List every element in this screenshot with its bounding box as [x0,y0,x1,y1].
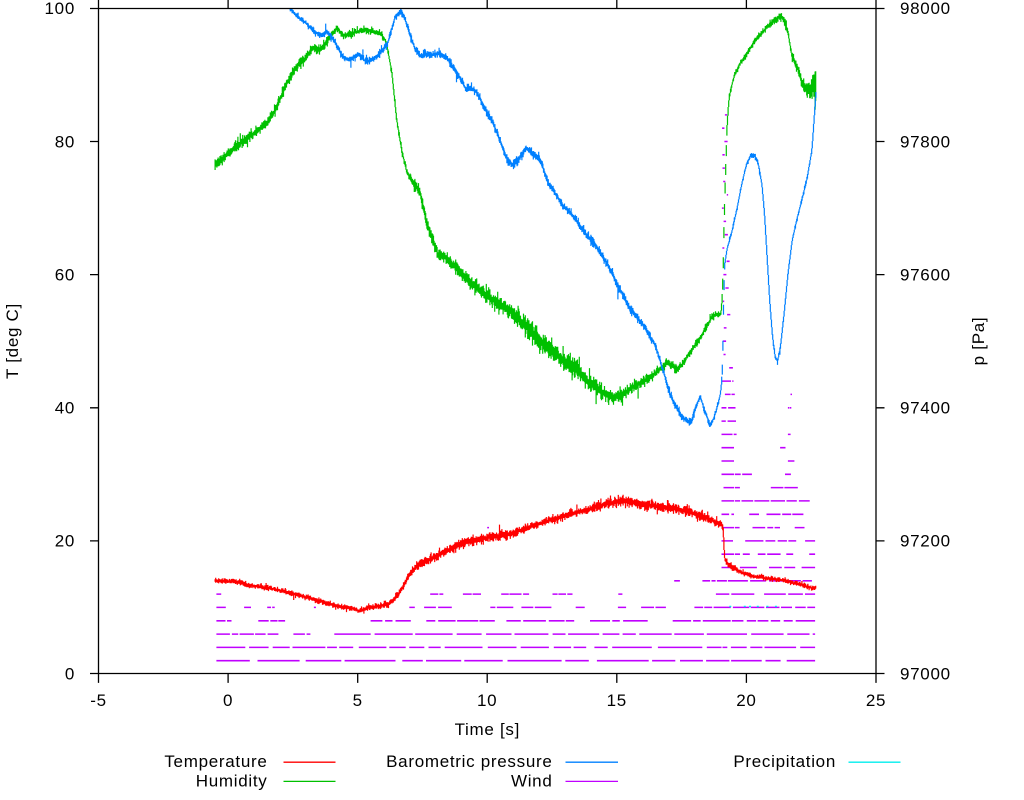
svg-text:p [Pa]: p [Pa] [969,317,988,366]
svg-text:40: 40 [55,399,75,418]
svg-text:Temperature: Temperature [164,752,267,771]
svg-text:97200: 97200 [900,532,951,551]
svg-text:97000: 97000 [900,665,951,684]
svg-text:100: 100 [45,0,75,18]
svg-text:80: 80 [55,133,75,152]
svg-text:98000: 98000 [900,0,951,18]
svg-text:5: 5 [353,691,363,710]
svg-text:60: 60 [55,266,75,285]
svg-text:0: 0 [223,691,233,710]
svg-text:15: 15 [607,691,627,710]
svg-text:10: 10 [477,691,497,710]
svg-text:25: 25 [866,691,886,710]
svg-text:97400: 97400 [900,399,951,418]
svg-text:Wind: Wind [511,772,553,791]
svg-text:T [deg C]: T [deg C] [3,303,22,379]
svg-text:97600: 97600 [900,266,951,285]
svg-text:-5: -5 [90,691,107,710]
svg-text:97800: 97800 [900,133,951,152]
svg-text:Precipitation: Precipitation [733,752,836,771]
svg-text:Barometric pressure: Barometric pressure [386,752,552,771]
svg-text:20: 20 [55,532,75,551]
svg-text:0: 0 [65,665,75,684]
svg-text:Time [s]: Time [s] [455,720,520,739]
svg-text:Humidity: Humidity [196,772,268,791]
svg-text:20: 20 [736,691,756,710]
